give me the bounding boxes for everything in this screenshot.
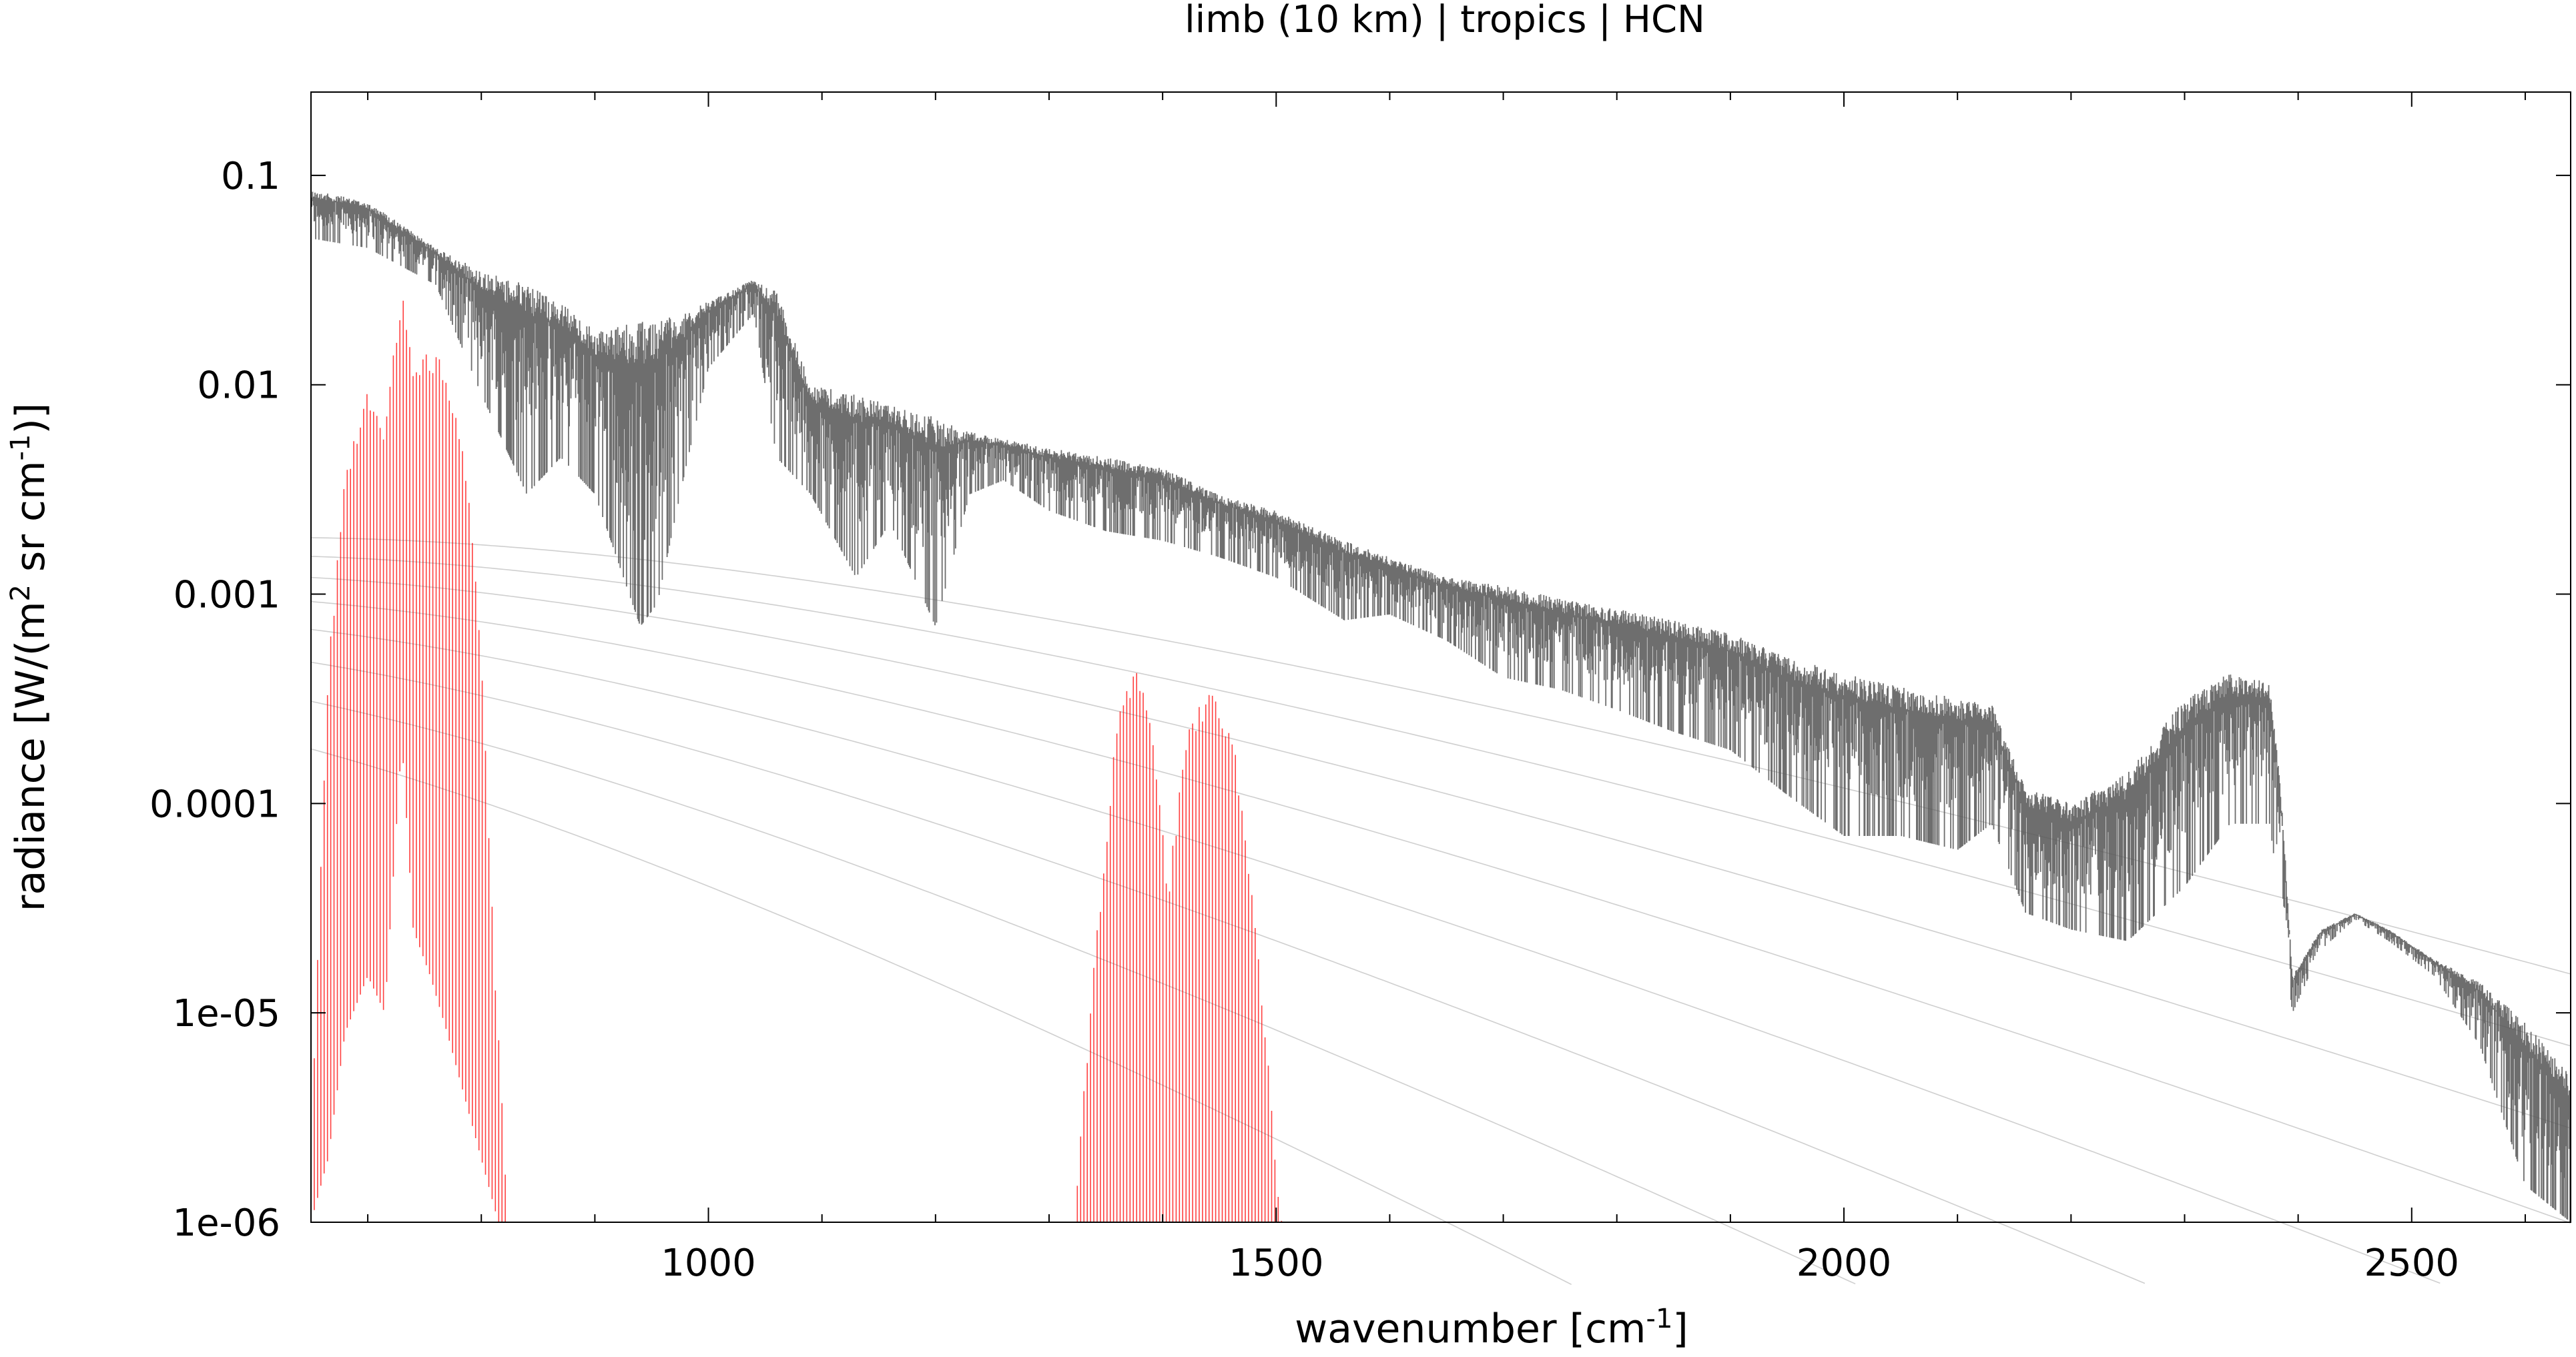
x-axis-label-main: wavenumber [cm bbox=[1295, 1306, 1646, 1352]
x-axis-tick-labels: 1000 1500 2000 2500 bbox=[661, 1242, 2459, 1285]
planck-curve-260k bbox=[310, 600, 2571, 1224]
planck-curve-320k bbox=[310, 537, 2571, 975]
x-axis-label-end: ] bbox=[1672, 1306, 1688, 1352]
y-tick-label-1e-05: 1e-05 bbox=[172, 992, 280, 1035]
y-tick-label-0.001: 0.001 bbox=[174, 574, 280, 617]
series-hcn-band-1 bbox=[310, 300, 506, 1222]
y-axis-label-superscript-2: -1 bbox=[5, 434, 36, 461]
x-axis-label: wavenumber [cm-1] bbox=[1295, 1304, 1688, 1352]
planck-curve-280k bbox=[310, 576, 2571, 1129]
x-tick-label-1500: 1500 bbox=[1229, 1242, 1324, 1285]
planck-curve-220k bbox=[310, 661, 2146, 1284]
chart-title: limb (10 km) | tropics | HCN bbox=[1185, 0, 1705, 41]
planck-curve-240k bbox=[310, 628, 2441, 1284]
series-hcn-band-2 bbox=[1076, 672, 1283, 1222]
planck-curve-300k bbox=[310, 556, 2571, 1047]
planck-curve-200k bbox=[310, 701, 1856, 1285]
y-tick-label-0.0001: 0.0001 bbox=[149, 783, 280, 826]
x-tick-label-1000: 1000 bbox=[661, 1242, 756, 1285]
plot-frame bbox=[310, 91, 2571, 1223]
x-axis-label-superscript: -1 bbox=[1646, 1304, 1673, 1334]
y-axis-label: radiance [W/(m2 sr cm-1)] bbox=[5, 403, 54, 911]
y-axis-label-mid: sr cm bbox=[7, 460, 54, 584]
y-tick-label-0.1: 0.1 bbox=[221, 155, 280, 198]
series-hcn-band-1-lines bbox=[310, 300, 506, 1222]
y-axis-tick-labels: 0.1 0.01 0.001 0.0001 1e-05 1e-06 bbox=[149, 155, 280, 1245]
y-tick-label-1e-06: 1e-06 bbox=[172, 1202, 280, 1245]
x-tick-label-2500: 2500 bbox=[2364, 1242, 2460, 1285]
planck-curve-180k bbox=[310, 748, 1572, 1286]
planck-reference-curves bbox=[310, 537, 2571, 1286]
y-axis-ticks bbox=[311, 174, 2571, 1223]
data-series bbox=[310, 191, 2571, 1222]
series-total-radiance-lines bbox=[310, 191, 2571, 1222]
x-tick-label-2000: 2000 bbox=[1797, 1242, 1892, 1285]
x-axis-ticks bbox=[367, 92, 2526, 1222]
y-axis-label-main: radiance [W/(m bbox=[7, 601, 54, 911]
y-axis-label-end: )] bbox=[7, 403, 54, 434]
y-tick-label-0.01: 0.01 bbox=[197, 364, 280, 408]
series-hcn-band-2-lines bbox=[1076, 672, 1283, 1222]
series-total-radiance bbox=[310, 191, 2571, 1222]
y-axis-label-superscript-1: 2 bbox=[5, 584, 36, 601]
